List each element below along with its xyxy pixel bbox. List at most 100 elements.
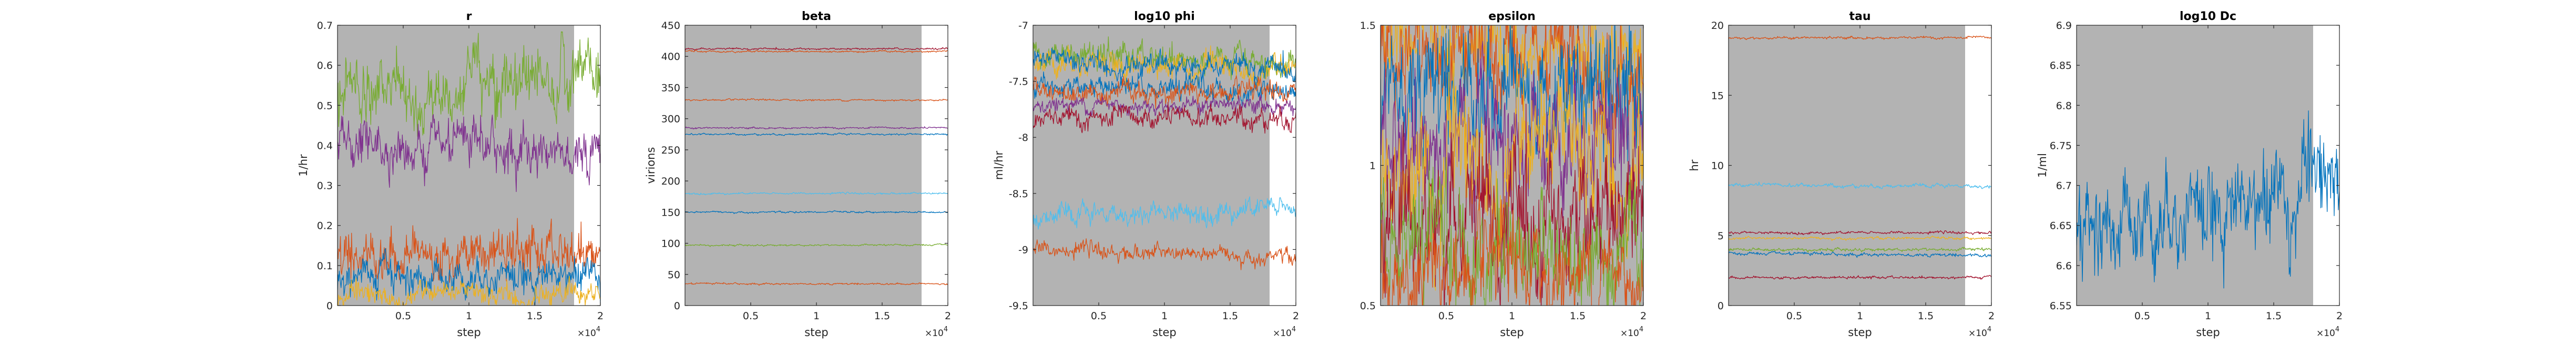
- x-tick-label: 1: [813, 310, 820, 322]
- y-tick-label: 150: [661, 207, 680, 218]
- y-tick-label: 0: [1718, 300, 1724, 312]
- x-tick-label: 2: [1293, 310, 1299, 322]
- x-axis-label: step: [457, 326, 481, 339]
- y-tick-label: 0.5: [317, 100, 333, 111]
- x-tick-label: 0.5: [395, 310, 411, 322]
- y-tick-label: 6.6: [2056, 260, 2072, 272]
- trace-series-8: [1033, 238, 1296, 270]
- y-tick-label: -8: [1018, 132, 1028, 144]
- trace-series-2: [1381, 25, 1643, 170]
- y-tick-label: 6.85: [2050, 60, 2072, 72]
- y-tick-label: 6.55: [2050, 300, 2072, 312]
- x-tick-label: 0.5: [1786, 310, 1802, 322]
- y-tick-label: 0.7: [317, 20, 333, 32]
- y-tick-label: 250: [661, 145, 680, 156]
- chart-title: r: [466, 10, 472, 23]
- trace-series-2: [1033, 48, 1296, 83]
- chart-title: log10 phi: [1134, 10, 1195, 23]
- y-tick-label: 10: [1711, 160, 1724, 172]
- y-tick-label: -9: [1018, 244, 1028, 256]
- x-tick-label: 1.5: [874, 310, 890, 322]
- trace-series-3: [1729, 236, 1991, 241]
- trace-series-6: [1729, 275, 1991, 280]
- y-tick-label: -9.5: [1009, 300, 1028, 312]
- y-tick-label: -7: [1018, 20, 1028, 32]
- y-tick-label: 0.1: [317, 260, 333, 272]
- x-tick-label: 1.5: [527, 310, 543, 322]
- x-tick-label: 1: [466, 310, 472, 322]
- x-tick-label: 2: [1988, 310, 1995, 322]
- trace-series-2: [685, 98, 948, 102]
- x-axis-label: step: [1848, 326, 1872, 339]
- x-tick-label: 1: [1161, 310, 1168, 322]
- x-axis-label: step: [804, 326, 828, 339]
- trace-series-4: [1033, 75, 1296, 109]
- x-tick-label: 1.5: [1570, 310, 1586, 322]
- y-tick-label: 6.65: [2050, 220, 2072, 232]
- y-tick-label: 15: [1711, 90, 1724, 102]
- x-tick-label: 0.5: [2134, 310, 2150, 322]
- trace-series-2: [1729, 230, 1991, 236]
- x-tick-label: 1: [1857, 310, 1863, 322]
- chart-title: log10 Dc: [2180, 10, 2236, 23]
- y-tick-label: 1.5: [1360, 20, 1376, 32]
- y-axis-label: 1/hr: [297, 154, 310, 177]
- y-tick-label: 0.3: [317, 180, 333, 192]
- trace-series-3: [338, 248, 600, 306]
- x-tick-label: 2: [2336, 310, 2343, 322]
- x-tick-label: 2: [945, 310, 951, 322]
- trace-series-5: [1729, 251, 1991, 258]
- y-tick-label: -8.5: [1009, 188, 1028, 200]
- burnin-region: [2077, 25, 2313, 306]
- trace-series-4: [1729, 247, 1991, 253]
- y-tick-label: 6.8: [2056, 100, 2072, 111]
- chart-title: tau: [1849, 10, 1870, 23]
- x-tick-label: 1.5: [2266, 310, 2282, 322]
- chart-title: beta: [802, 10, 831, 23]
- trace-series-8: [685, 282, 948, 286]
- trace-series-5: [1033, 94, 1296, 117]
- y-tick-label: 6.9: [2056, 20, 2072, 32]
- trace-series-1: [1729, 181, 1991, 189]
- trace-series-6: [685, 210, 948, 214]
- x-tick-label: 1.5: [1222, 310, 1238, 322]
- x-tick-label: 0.5: [1438, 310, 1454, 322]
- x-tick-label: 0.5: [743, 310, 759, 322]
- y-tick-label: 6.75: [2050, 140, 2072, 151]
- trace-series-4: [338, 276, 600, 306]
- trace-series-0: [685, 47, 948, 51]
- x-tick-label: 2: [1640, 310, 1647, 322]
- y-tick-label: 0.2: [317, 220, 333, 232]
- y-tick-label: 0.5: [1360, 300, 1376, 312]
- x-tick-label: 1.5: [1918, 310, 1934, 322]
- trace-series-4: [685, 132, 948, 136]
- y-tick-label: 0.6: [317, 60, 333, 72]
- trace-series-7: [1381, 196, 1643, 306]
- trace-series-1: [338, 114, 600, 192]
- y-tick-label: 0: [674, 300, 680, 312]
- y-tick-label: 350: [661, 82, 680, 94]
- y-axis-label: virions: [645, 147, 657, 184]
- trace-series-5: [1381, 104, 1643, 306]
- y-tick-label: 0: [326, 300, 333, 312]
- trace-series-2: [338, 218, 600, 283]
- y-axis-label: hr: [1688, 159, 1701, 171]
- x-tick-label: 1: [1509, 310, 1515, 322]
- burnin-region: [685, 25, 922, 306]
- burnin-region: [1729, 25, 1965, 306]
- trace-series-0: [338, 31, 600, 137]
- trace-series-3: [685, 126, 948, 130]
- trace-series-4: [1381, 60, 1643, 291]
- x-axis-label: step: [1152, 326, 1176, 339]
- y-tick-label: -7.5: [1009, 76, 1028, 88]
- chart-title: epsilon: [1488, 10, 1536, 23]
- y-tick-label: 450: [661, 20, 680, 32]
- y-tick-label: 6.7: [2056, 180, 2072, 192]
- y-tick-label: 100: [661, 238, 680, 250]
- y-tick-label: 50: [668, 269, 680, 281]
- y-tick-label: 20: [1711, 20, 1724, 32]
